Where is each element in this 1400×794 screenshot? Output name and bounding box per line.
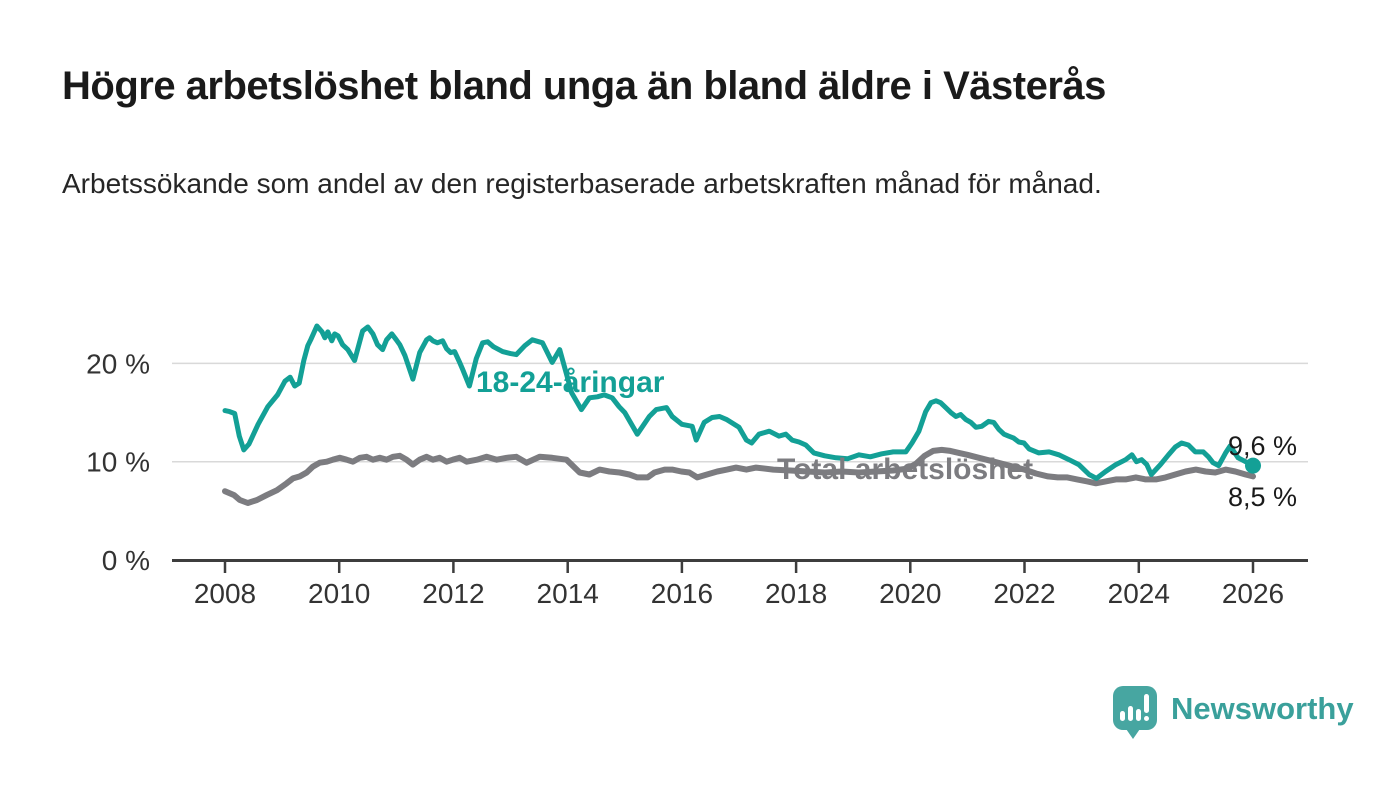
end-value-label-total: 8,5 % [1228,482,1297,512]
series-line-youth [222,323,1256,481]
series-label-total: Total arbetslöshet [777,453,1033,486]
chart-title: Högre arbetslöshet bland unga än bland ä… [62,64,1106,108]
x-tick-label: 2014 [537,578,599,609]
grid-layer [172,362,1308,463]
x-tick-label: 2026 [1222,578,1284,609]
x-tick-label: 2016 [651,578,713,609]
brand-name: Newsworthy [1171,691,1354,726]
y-tick-label: 20 % [86,348,150,379]
end-value-label-youth: 9,6 % [1228,431,1297,461]
line-chart: 0 % 10 % 20 % 2008 2010 2012 2014 2016 2018 2020 2… [86,323,1308,609]
label-layer: 18-24-åringar Total arbetslöshet 9,6 % 8… [476,366,1297,512]
x-tick-label: 2012 [422,578,484,609]
y-tick-label: 0 % [102,545,150,576]
y-tick-label: 10 % [86,447,150,478]
series-line-total [222,446,1256,506]
x-tick-label: 2018 [765,578,827,609]
x-tick-label: 2020 [879,578,941,609]
x-tick-label: 2010 [308,578,370,609]
x-tick-label: 2022 [993,578,1055,609]
x-tick-label: 2008 [194,578,256,609]
chart-subtitle: Arbetssökande som andel av den registerb… [62,168,1102,199]
axis-layer: 0 % 10 % 20 % 2008 2010 2012 2014 2016 2018 2020 2… [86,348,1308,609]
series-label-youth: 18-24-åringar [476,366,665,399]
series-layer [222,323,1261,506]
newsworthy-logo-icon [1113,686,1157,739]
series-end-dot [1245,457,1261,474]
newsworthy-brand: Newsworthy [1113,686,1354,740]
x-tick-label: 2024 [1108,578,1170,609]
